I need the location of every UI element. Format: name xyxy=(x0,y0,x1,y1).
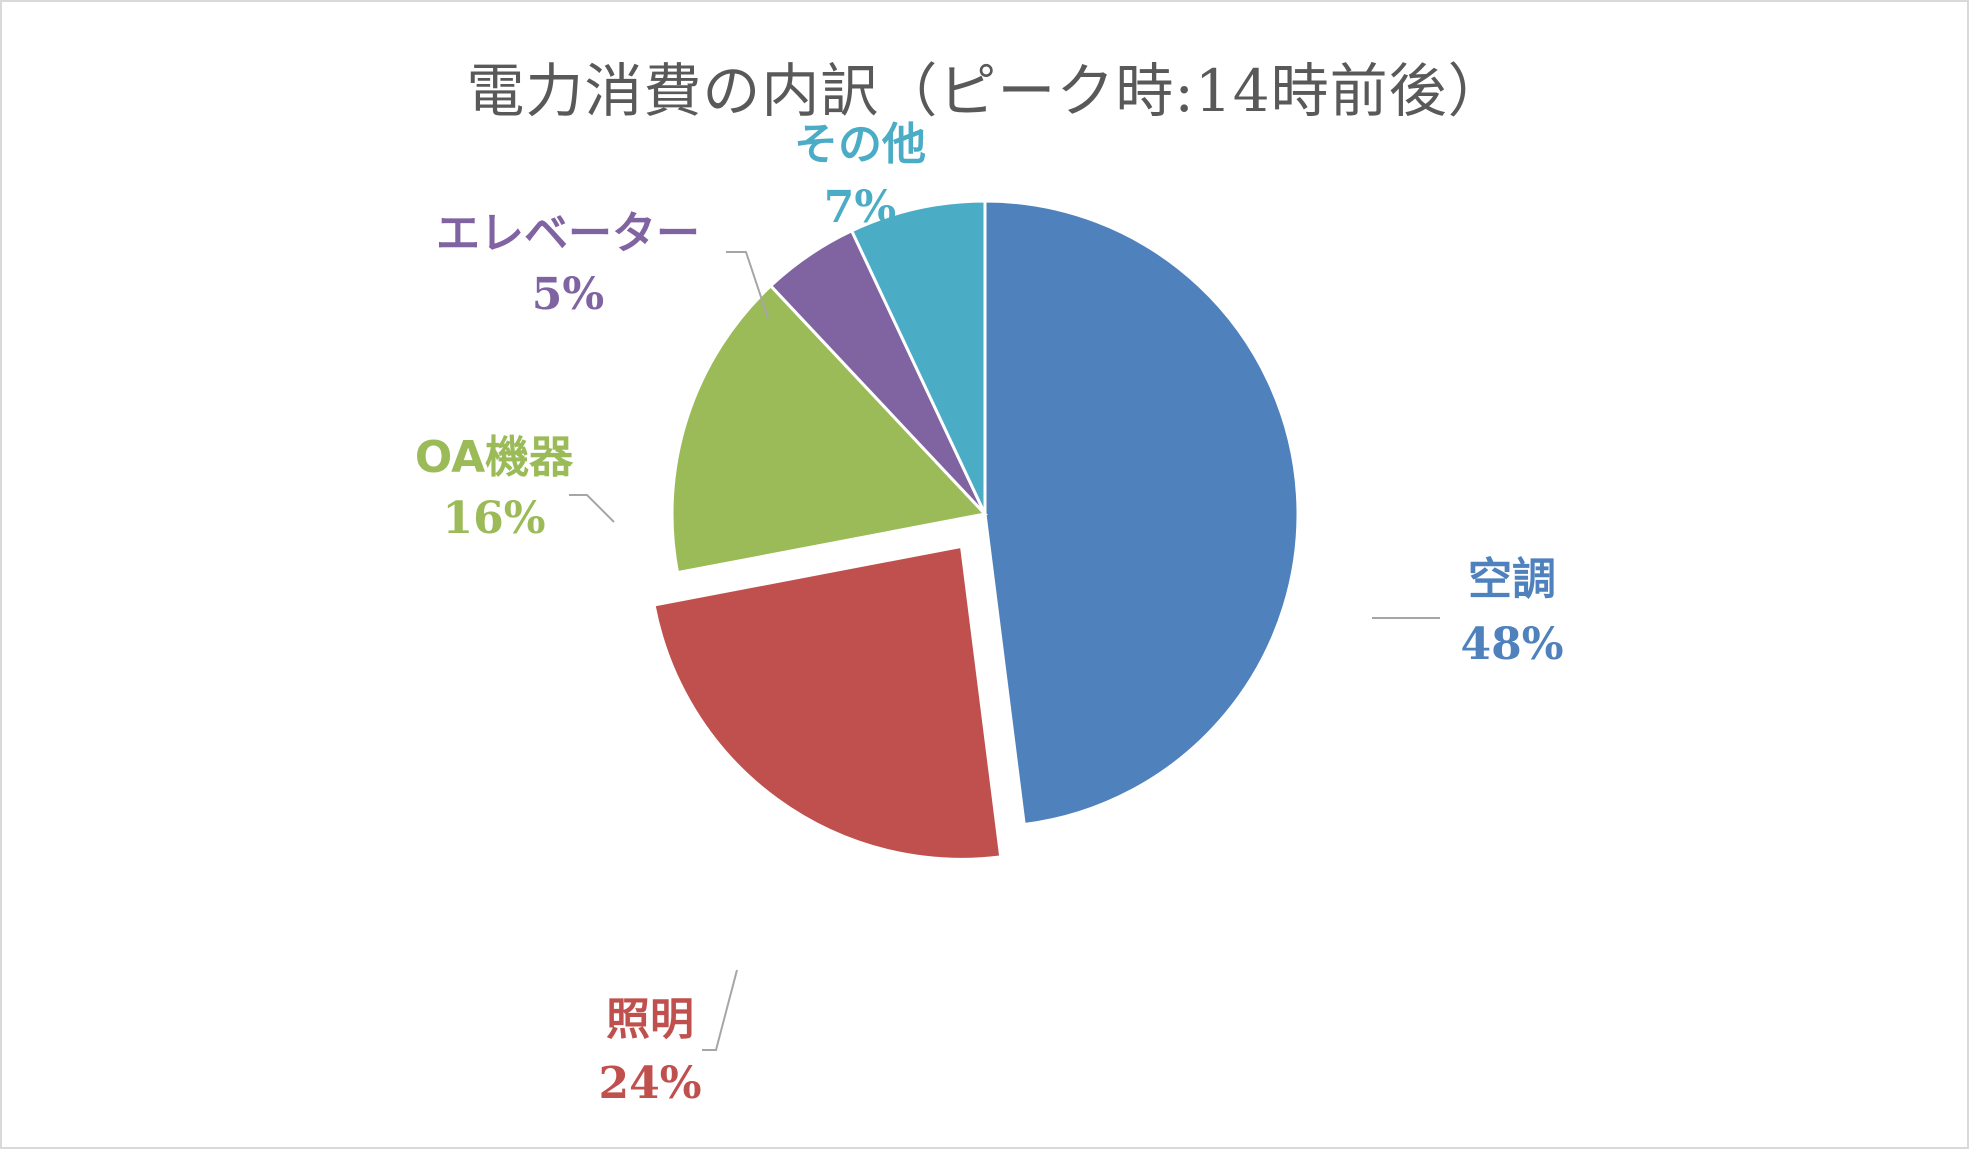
pie-slice-3 xyxy=(670,283,988,575)
slice-label-name-3: OA機器 xyxy=(415,432,574,483)
leader-lines xyxy=(569,251,1440,1051)
slice-labels: 空調 48% 照明 24% OA機器 16% エレベーター 5% その他 7% xyxy=(415,119,1564,1109)
leader-line-3 xyxy=(569,494,615,523)
slice-label-value-5: 7% xyxy=(824,182,896,233)
pie-slice-2 xyxy=(652,544,1003,861)
pie-slice-1 xyxy=(983,199,1300,827)
slice-label-value-2: 24% xyxy=(598,1058,701,1109)
leader-line-4 xyxy=(726,251,769,319)
slice-label-value-4: 5% xyxy=(532,269,604,320)
slice-label-value-1: 48% xyxy=(1460,619,1563,670)
chart-title: 電力消費の内訳（ピーク時:14時前後） xyxy=(466,57,1507,125)
pie-slice-5 xyxy=(849,199,987,515)
slice-label-name-1: 空調 xyxy=(1468,554,1556,605)
slice-label-name-4: エレベーター xyxy=(436,208,700,259)
slice-label-value-3: 16% xyxy=(442,493,545,544)
leader-line-2 xyxy=(702,969,738,1051)
slice-label-name-2: 照明 xyxy=(606,994,694,1045)
pie-slices xyxy=(652,199,1300,861)
slice-label-name-5: その他 xyxy=(794,119,926,170)
